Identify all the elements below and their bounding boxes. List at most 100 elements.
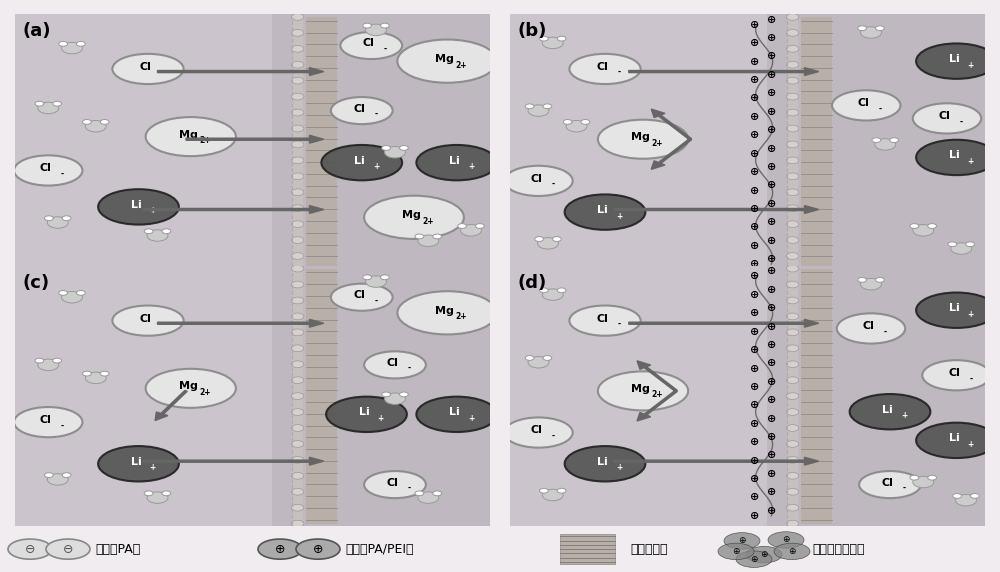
Text: +: + [468, 162, 474, 171]
Text: Cl: Cl [387, 358, 399, 368]
Ellipse shape [331, 284, 393, 311]
Text: ⊕: ⊕ [760, 550, 768, 559]
Circle shape [82, 120, 91, 124]
Text: 2+: 2+ [199, 388, 211, 397]
Ellipse shape [598, 120, 688, 159]
Text: Cl: Cl [530, 426, 542, 435]
Circle shape [291, 265, 304, 272]
Ellipse shape [504, 418, 573, 448]
Bar [801, 17, 832, 272]
Bar [15, 14, 272, 275]
Text: +: + [468, 414, 474, 423]
Text: ⊕: ⊕ [750, 382, 759, 392]
Circle shape [291, 440, 304, 447]
Text: +: + [616, 463, 622, 472]
Circle shape [910, 475, 919, 480]
Ellipse shape [922, 360, 991, 390]
Circle shape [542, 37, 563, 49]
Text: (c): (c) [22, 274, 49, 292]
Circle shape [475, 224, 484, 228]
FancyArrow shape [158, 319, 324, 327]
Text: Li: Li [449, 156, 460, 165]
Text: ⊕: ⊕ [767, 321, 776, 331]
Text: Cl: Cl [140, 313, 152, 324]
Text: ⊕: ⊕ [750, 259, 759, 269]
Circle shape [433, 234, 442, 239]
Circle shape [786, 408, 799, 415]
Circle shape [385, 393, 405, 404]
Text: ⊕: ⊕ [750, 185, 759, 196]
Circle shape [539, 488, 548, 493]
Circle shape [291, 14, 304, 20]
Ellipse shape [98, 189, 179, 225]
Ellipse shape [364, 471, 426, 498]
Ellipse shape [837, 313, 905, 344]
Bar [306, 269, 337, 523]
Circle shape [291, 173, 304, 180]
Ellipse shape [364, 351, 426, 379]
Ellipse shape [598, 371, 688, 411]
Circle shape [538, 237, 558, 249]
Circle shape [557, 488, 566, 493]
Ellipse shape [14, 407, 82, 437]
Text: +: + [373, 162, 379, 171]
Circle shape [366, 276, 386, 287]
Text: -: - [903, 484, 906, 493]
Bar [787, 17, 798, 272]
Circle shape [956, 494, 976, 506]
Text: (b): (b) [517, 22, 546, 40]
Text: ⊕: ⊕ [767, 33, 776, 43]
Text: ⊕: ⊕ [767, 217, 776, 227]
Circle shape [786, 253, 799, 259]
Circle shape [291, 297, 304, 304]
Circle shape [539, 288, 548, 293]
Ellipse shape [321, 145, 402, 180]
Text: ⊕: ⊕ [313, 543, 323, 555]
Text: ⊕: ⊕ [750, 363, 759, 374]
Text: ⊕: ⊕ [767, 414, 776, 423]
Circle shape [552, 237, 561, 241]
Circle shape [35, 101, 44, 106]
Bar [767, 14, 985, 275]
Circle shape [399, 145, 408, 150]
Circle shape [62, 292, 82, 303]
Circle shape [366, 24, 386, 35]
Text: 2+: 2+ [456, 312, 467, 321]
Circle shape [47, 217, 68, 228]
FancyArrow shape [155, 391, 187, 420]
Circle shape [162, 229, 171, 233]
Bar [560, 534, 615, 564]
Circle shape [47, 474, 68, 485]
Text: Li: Li [597, 205, 608, 215]
Circle shape [44, 472, 53, 478]
Text: ⊕: ⊕ [767, 180, 776, 190]
Circle shape [162, 491, 171, 496]
Circle shape [291, 253, 304, 259]
Bar [292, 17, 303, 272]
Text: ⊕: ⊕ [750, 130, 759, 140]
Circle shape [62, 216, 71, 221]
Text: 聚碗支撑层: 聚碗支撑层 [630, 543, 668, 555]
Text: Cl: Cl [948, 368, 960, 378]
Text: ⊕: ⊕ [750, 38, 759, 48]
Text: ⊕: ⊕ [767, 254, 776, 264]
Circle shape [913, 476, 934, 488]
Text: -: - [61, 170, 64, 179]
Text: ⊕: ⊕ [767, 432, 776, 442]
Text: Cl: Cl [40, 164, 52, 173]
Circle shape [786, 393, 799, 399]
Text: Cl: Cl [863, 321, 875, 331]
Circle shape [724, 533, 760, 549]
Text: ⊕: ⊕ [750, 437, 759, 447]
Text: ⊕: ⊕ [767, 377, 776, 387]
Bar [306, 17, 337, 272]
Circle shape [786, 297, 799, 304]
Circle shape [786, 456, 799, 463]
Text: ⊕: ⊕ [750, 400, 759, 410]
Ellipse shape [565, 194, 645, 230]
Ellipse shape [569, 305, 641, 336]
Text: +: + [968, 309, 974, 319]
Circle shape [291, 329, 304, 336]
Ellipse shape [331, 97, 393, 124]
Circle shape [875, 277, 884, 283]
